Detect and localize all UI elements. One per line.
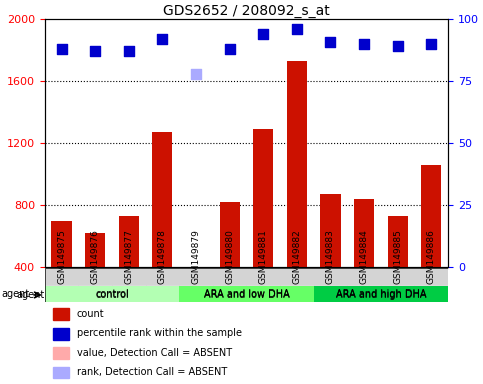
Text: GSM149880: GSM149880 (225, 229, 234, 284)
Text: ARA and high DHA: ARA and high DHA (336, 289, 426, 299)
Text: ARA and low DHA: ARA and low DHA (203, 289, 289, 299)
Bar (347, 267, 381, 285)
Bar (145, 267, 179, 285)
Text: value, Detection Call = ABSENT: value, Detection Call = ABSENT (77, 348, 232, 358)
Bar (152, 132, 172, 267)
Bar (52, 221, 71, 267)
Bar (85, 233, 105, 267)
Text: GSM149883: GSM149883 (326, 229, 335, 284)
Bar (320, 194, 341, 267)
Point (327, 38, 334, 45)
Point (226, 46, 233, 52)
Bar (381, 267, 414, 285)
Bar (313, 288, 448, 302)
Point (125, 48, 133, 55)
Text: ARA and low DHA: ARA and low DHA (203, 290, 289, 300)
Bar (280, 267, 313, 285)
Title: GDS2652 / 208092_s_at: GDS2652 / 208092_s_at (163, 4, 330, 18)
Text: GSM149885: GSM149885 (393, 229, 402, 284)
Bar (53, 347, 69, 359)
Bar (186, 267, 206, 272)
Text: GSM149882: GSM149882 (292, 229, 301, 284)
Text: control: control (95, 289, 129, 299)
Text: count: count (77, 309, 105, 319)
Text: ARA and high DHA: ARA and high DHA (336, 290, 426, 300)
Bar (119, 216, 139, 267)
Point (394, 43, 401, 50)
Bar (219, 202, 240, 267)
Text: GSM149875: GSM149875 (57, 229, 66, 284)
Text: control: control (95, 290, 129, 300)
Point (192, 71, 200, 77)
Bar (246, 267, 280, 285)
Bar (78, 267, 112, 285)
Bar (387, 216, 408, 267)
Text: agent: agent (1, 289, 29, 299)
Bar (45, 288, 179, 302)
Bar (112, 267, 145, 285)
Bar (53, 328, 69, 339)
Bar (45, 286, 179, 302)
Text: GSM149876: GSM149876 (91, 229, 99, 284)
Bar (45, 267, 78, 285)
Bar (287, 61, 307, 267)
Text: GSM149884: GSM149884 (359, 229, 369, 284)
Point (259, 31, 267, 37)
Point (293, 26, 301, 32)
Bar (313, 286, 448, 302)
Point (91, 48, 99, 55)
Text: GSM149877: GSM149877 (124, 229, 133, 284)
Text: rank, Detection Call = ABSENT: rank, Detection Call = ABSENT (77, 367, 227, 377)
Point (360, 41, 368, 47)
Text: GSM149886: GSM149886 (427, 229, 436, 284)
Bar (53, 308, 69, 320)
Bar (421, 165, 441, 267)
Bar (179, 288, 313, 302)
Bar (253, 129, 273, 267)
Text: agent: agent (16, 290, 45, 300)
Text: percentile rank within the sample: percentile rank within the sample (77, 328, 242, 338)
Bar (313, 267, 347, 285)
Bar (53, 367, 69, 378)
Point (57, 46, 65, 52)
Point (427, 41, 435, 47)
Bar (179, 286, 313, 302)
Point (158, 36, 166, 42)
Text: GSM149879: GSM149879 (191, 229, 200, 284)
Text: GSM149881: GSM149881 (259, 229, 268, 284)
Bar (414, 267, 448, 285)
Bar (354, 199, 374, 267)
Bar (213, 267, 246, 285)
Bar (179, 267, 213, 285)
Text: GSM149878: GSM149878 (158, 229, 167, 284)
